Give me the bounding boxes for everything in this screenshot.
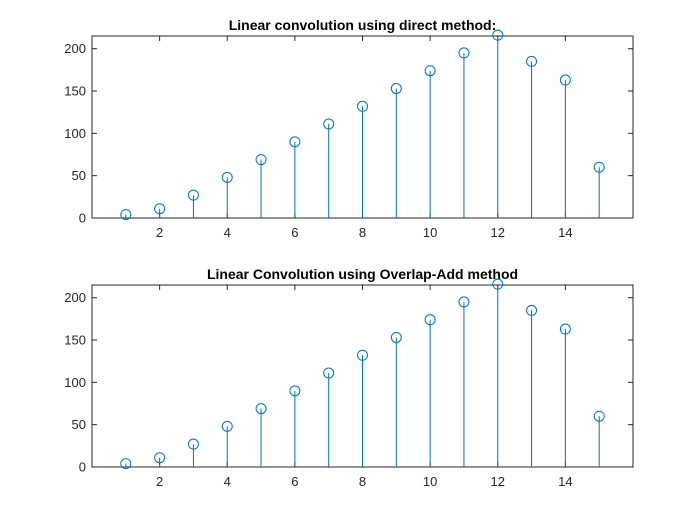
- data-point-marker: [289, 385, 301, 397]
- data-point-marker: [424, 65, 436, 77]
- plot-title: Linear Convolution using Overlap-Add met…: [207, 266, 518, 282]
- subplot-direct-method: Linear convolution using direct method: …: [64, 17, 634, 240]
- x-tick-label: 4: [224, 225, 231, 240]
- x-tick-label: 10: [423, 474, 437, 489]
- data-point-marker: [357, 349, 368, 361]
- subplot-overlap-add-method: Linear Convolution using Overlap-Add met…: [64, 266, 634, 489]
- y-tick-label: 100: [64, 375, 86, 390]
- data-point-marker: [154, 452, 166, 464]
- data-point-marker: [154, 203, 166, 215]
- data-point-marker: [187, 438, 199, 450]
- x-tick-label: 2: [156, 474, 163, 489]
- data-point-marker: [120, 209, 132, 221]
- data-point-marker: [289, 136, 301, 148]
- y-tick-label: 0: [79, 460, 86, 475]
- y-tick-label: 50: [72, 417, 86, 432]
- x-tick-label: 14: [558, 474, 572, 489]
- data-point-marker: [255, 154, 267, 166]
- x-tick-label: 4: [224, 474, 231, 489]
- y-tick-label: 100: [64, 126, 86, 141]
- data-point-marker: [526, 304, 538, 316]
- data-point-marker: [390, 82, 402, 94]
- x-tick-label: 8: [359, 474, 366, 489]
- data-point-marker: [323, 367, 335, 379]
- data-point-marker: [221, 420, 233, 432]
- data-point-marker: [255, 403, 267, 415]
- y-tick-label: 50: [72, 168, 86, 183]
- x-tick-label: 10: [423, 225, 437, 240]
- data-point-marker: [593, 410, 605, 422]
- y-tick-label: 0: [79, 211, 86, 226]
- data-point-marker: [559, 323, 571, 335]
- data-point-marker: [458, 47, 470, 59]
- x-tick-label: 6: [291, 474, 298, 489]
- x-tick-label: 12: [491, 474, 505, 489]
- data-point-marker: [187, 189, 199, 201]
- data-point-marker: [221, 171, 233, 183]
- x-tick-label: 8: [359, 225, 366, 240]
- x-tick-label: 2: [156, 225, 163, 240]
- data-point-marker: [458, 296, 470, 308]
- data-point-marker: [323, 118, 335, 130]
- data-point-marker: [492, 29, 504, 41]
- x-tick-label: 6: [291, 225, 298, 240]
- data-point-marker: [390, 331, 402, 343]
- data-point-marker: [526, 55, 538, 67]
- x-tick-label: 14: [558, 225, 572, 240]
- y-tick-label: 150: [64, 84, 86, 99]
- plot-title: Linear convolution using direct method:: [229, 17, 497, 33]
- data-point-marker: [424, 314, 436, 326]
- data-point-marker: [559, 74, 571, 86]
- data-point-marker: [120, 458, 132, 470]
- x-tick-label: 12: [491, 225, 505, 240]
- y-tick-label: 200: [64, 41, 86, 56]
- y-tick-label: 150: [64, 333, 86, 348]
- data-point-marker: [357, 100, 368, 112]
- data-point-marker: [492, 278, 504, 290]
- y-tick-label: 200: [64, 290, 86, 305]
- data-point-marker: [593, 161, 605, 173]
